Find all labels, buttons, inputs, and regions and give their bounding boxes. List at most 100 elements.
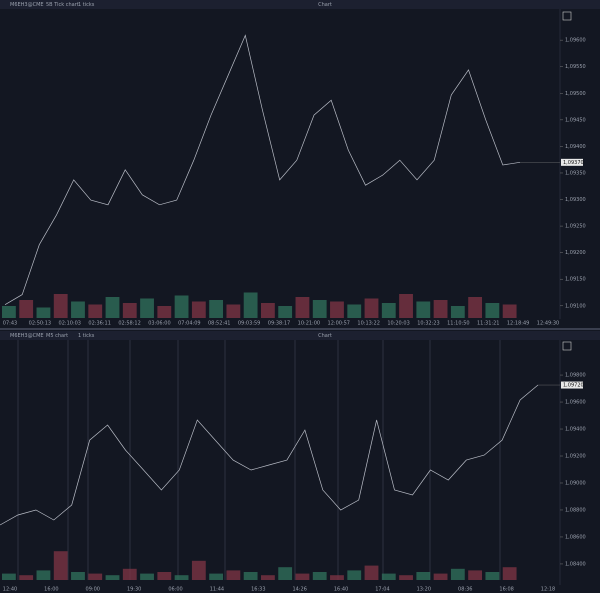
x-tick-label: 07:04:09 — [178, 321, 200, 327]
volume-bar — [364, 298, 379, 318]
header-bar — [0, 331, 600, 340]
volume-bar — [88, 304, 103, 318]
x-tick-label: 02:36:11 — [88, 321, 110, 327]
y-tick-label: 1,09800 — [565, 373, 586, 379]
interval[interactable]: 1 ticks — [78, 333, 95, 339]
price-box — [561, 381, 583, 389]
toolbar-icon[interactable] — [562, 341, 572, 351]
y-tick-label: 1,09550 — [565, 64, 586, 70]
volume-bar — [105, 297, 120, 318]
x-tick-label: 13:20 — [417, 587, 431, 593]
volume-bar — [19, 575, 34, 580]
volume-bar — [416, 572, 431, 580]
volume-bar — [381, 303, 396, 318]
y-tick-label: 1,09200 — [565, 250, 586, 256]
chart-panel: M6EH3@CME 5B Tick chart 1 ticks Chart 1,0960… — [0, 0, 600, 327]
volume-bar — [243, 292, 258, 318]
volume-bar — [53, 551, 68, 580]
volume-bar — [140, 573, 154, 580]
volume-bar — [416, 301, 431, 318]
price-line — [4, 34, 521, 306]
volume-bar — [36, 570, 51, 580]
volume-bar — [278, 567, 293, 580]
x-tick-label: 09:03:59 — [238, 321, 260, 327]
volume-bar — [105, 575, 120, 580]
volume-bar — [209, 573, 224, 580]
chart-type[interactable]: M5 chart — [46, 333, 68, 339]
y-tick-label: 1,09400 — [565, 144, 586, 150]
x-tick-label: 16:08 — [499, 587, 513, 593]
x-tick-label: 11:10:50 — [447, 321, 469, 327]
volume-bar — [399, 575, 413, 580]
volume-bar — [261, 303, 275, 318]
y-tick-label: 1,09150 — [565, 277, 586, 283]
symbol[interactable]: M6EH3@CME — [10, 333, 44, 339]
interval[interactable]: 1 ticks — [78, 2, 95, 8]
header-bar — [0, 0, 600, 9]
volume-bar — [191, 560, 206, 580]
volume-bar — [433, 300, 448, 318]
panel-title: Chart — [318, 333, 332, 339]
x-tick-label: 17:04 — [375, 587, 389, 593]
volume-bar — [19, 300, 34, 318]
volume-bar — [295, 573, 310, 580]
volume-bar — [157, 572, 172, 580]
volume-bar — [71, 301, 85, 318]
y-tick-label: 1,09350 — [565, 170, 586, 176]
volume-bar — [381, 573, 396, 580]
volume-bar — [502, 304, 517, 318]
volume-bar — [261, 575, 275, 580]
x-tick-label: 12:18:49 — [507, 321, 529, 327]
x-tick-label: 10:32:23 — [417, 321, 439, 327]
y-tick-label: 1,09400 — [565, 427, 586, 433]
volume-bar — [347, 304, 362, 318]
symbol[interactable]: M6EH3@CME — [10, 2, 44, 8]
y-tick-label: 1,09250 — [565, 224, 586, 230]
volume-bar — [88, 573, 103, 580]
price-label: 1,09720 — [563, 383, 584, 389]
volume-bar — [330, 301, 344, 318]
x-tick-label: 16:40 — [334, 587, 348, 593]
y-tick-label: 1,08600 — [565, 534, 586, 540]
price-line — [0, 384, 539, 526]
volume-bar — [347, 570, 362, 580]
x-tick-label: 08:52:41 — [208, 321, 230, 327]
chart-type[interactable]: 5B Tick chart — [46, 2, 79, 8]
volume-bar — [295, 297, 310, 318]
x-tick-label: 12:40 — [3, 587, 17, 593]
chart-panel: M6EH3@CME M5 chart 1 ticks Chart 1,09800 1,09… — [0, 331, 600, 593]
x-tick-label: 11:44 — [210, 587, 224, 593]
volume-bar — [312, 300, 327, 318]
volume-bar — [312, 572, 327, 580]
y-tick-label: 1,09200 — [565, 454, 586, 460]
x-tick-label: 19:30 — [127, 587, 141, 593]
volume-bar — [433, 573, 448, 580]
volume-bar — [71, 572, 85, 580]
x-tick-label: 12:49:30 — [537, 321, 559, 327]
volume-bar — [157, 306, 172, 318]
volume-bar — [226, 570, 241, 580]
volume-bar — [278, 306, 293, 318]
volume-bar — [243, 572, 258, 580]
x-tick-label: 16:00 — [44, 587, 58, 593]
panel-title: Chart — [318, 2, 332, 8]
x-tick-label: 12:18 — [541, 587, 555, 593]
volume-bar — [122, 568, 137, 580]
volume-bar — [450, 306, 465, 318]
y-tick-label: 1,09300 — [565, 197, 586, 203]
y-tick-label: 1,09100 — [565, 303, 586, 309]
x-tick-label: 10:20:03 — [387, 321, 409, 327]
y-tick-label: 1,09500 — [565, 91, 586, 97]
volume-bar — [209, 300, 224, 318]
volume-bar — [36, 307, 51, 318]
toolbar-icon[interactable] — [562, 11, 572, 21]
y-tick-label: 1,09600 — [565, 400, 586, 406]
y-tick-label: 1,08800 — [565, 507, 586, 513]
y-tick-label: 1,09000 — [565, 480, 586, 486]
x-tick-label: 10:13:22 — [357, 321, 379, 327]
volume-bar — [122, 303, 137, 318]
volume-bar — [468, 570, 483, 580]
price-box — [561, 158, 583, 166]
volume-bar — [450, 568, 465, 580]
x-tick-label: 03:06:00 — [148, 321, 170, 327]
